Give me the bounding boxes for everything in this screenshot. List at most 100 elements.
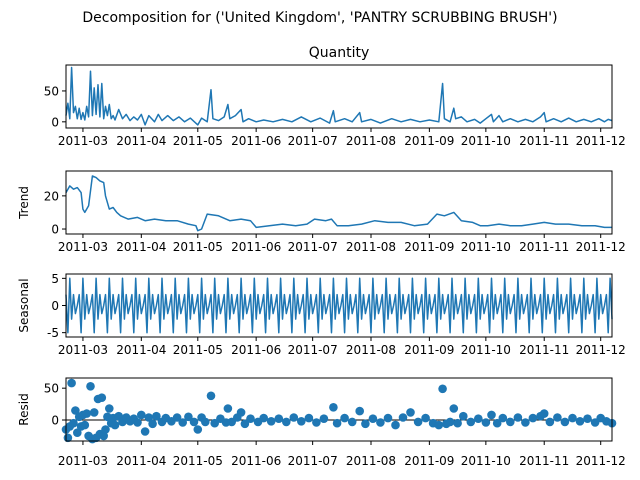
resid-point — [89, 408, 99, 417]
resid-point — [86, 382, 95, 391]
x-ticks-observed: 2011-03 2011-04 2011-05 2011-06 2011-07 2011-… — [58, 128, 626, 148]
resid-point — [413, 417, 423, 427]
x-ticks-resid: 2011-03 2011-04 2011-05 2011-06 2011-07 2011-… — [58, 441, 626, 468]
resid-point — [466, 417, 476, 427]
series-resid — [61, 378, 617, 444]
resid-point — [376, 418, 385, 427]
x-tick-label: 2011-06 — [231, 240, 281, 254]
x-tick-label: 2011-11 — [519, 134, 569, 148]
resid-point — [105, 404, 114, 413]
y-tick-label: 0 — [51, 223, 59, 237]
x-tick-label: 2011-11 — [519, 240, 569, 254]
y-tick-label: 0 — [51, 299, 59, 313]
x-tick-label: 2011-08 — [346, 240, 396, 254]
x-ticks-seasonal: 2011-03 2011-04 2011-05 2011-06 2011-07 2011-… — [58, 337, 626, 357]
resid-point — [140, 427, 150, 436]
resid-point — [152, 411, 161, 421]
resid-point — [110, 420, 120, 430]
x-tick-label: 2011-12 — [576, 454, 626, 468]
resid-point — [137, 410, 146, 420]
resid-point — [583, 414, 592, 424]
resid-point — [347, 417, 357, 427]
resid-point — [361, 419, 370, 429]
panel-trend: Trend 020 2011-03 2011-04 2011-05 2011-06 20… — [17, 170, 626, 254]
resid-point — [178, 418, 187, 427]
x-tick-label: 2011-04 — [116, 134, 166, 148]
axes-frame-trend — [65, 170, 613, 235]
ylabel-trend: Trend — [17, 186, 31, 220]
resid-point — [289, 413, 299, 422]
resid-point — [172, 413, 182, 422]
x-tick-label: 2011-06 — [231, 134, 281, 148]
axes-frame-seasonal — [65, 273, 613, 338]
y-ticks-resid: 0 50 — [44, 382, 66, 428]
resid-point — [406, 408, 415, 417]
axes-frame-resid — [65, 377, 613, 442]
x-tick-label: 2011-09 — [404, 134, 454, 148]
resid-point — [560, 417, 570, 427]
x-tick-label: 2011-04 — [116, 240, 166, 254]
resid-point — [282, 417, 291, 427]
x-tick-label: 2011-11 — [519, 454, 569, 468]
x-tick-label: 2011-03 — [58, 240, 108, 254]
x-tick-label: 2011-10 — [461, 454, 511, 468]
resid-point — [246, 414, 255, 424]
x-tick-label: 2011-05 — [173, 454, 223, 468]
resid-point — [492, 418, 502, 428]
resid-point — [568, 413, 577, 423]
ylabel-text: Trend — [17, 186, 31, 220]
resid-point — [498, 413, 508, 423]
resid-point — [340, 413, 349, 423]
resid-point — [97, 393, 107, 403]
resid-point — [391, 420, 400, 430]
resid-point — [240, 419, 250, 429]
x-tick-label: 2011-08 — [346, 454, 396, 468]
resid-point — [575, 417, 585, 426]
y-tick-label: 5 — [51, 272, 59, 286]
resid-point — [545, 417, 555, 427]
resid-point — [449, 404, 459, 413]
x-tick-label: 2011-12 — [576, 240, 626, 254]
x-tick-label: 2011-05 — [173, 343, 223, 357]
resid-point — [259, 413, 269, 423]
resid-point — [312, 418, 321, 427]
resid-point — [82, 409, 91, 418]
x-tick-label: 2011-06 — [231, 454, 281, 468]
resid-point — [459, 411, 468, 421]
resid-point — [80, 420, 90, 430]
y-tick-label: 50 — [44, 382, 59, 396]
ylabel-text: Resid — [17, 393, 31, 425]
resid-point — [236, 408, 246, 417]
panel-seasonal: Seasonal -505 2011-03 2011-04 2011-05 2011-… — [17, 272, 626, 357]
series-seasonal — [65, 277, 613, 334]
x-tick-label: 2011-03 — [58, 134, 108, 148]
x-tick-label: 2011-08 — [346, 134, 396, 148]
resid-point — [266, 417, 276, 426]
x-tick-label: 2011-09 — [404, 343, 454, 357]
resid-point — [445, 417, 455, 427]
x-tick-label: 2011-11 — [519, 343, 569, 357]
resid-point — [513, 413, 523, 422]
resid-point — [67, 378, 76, 388]
resid-point — [193, 425, 203, 434]
y-ticks-seasonal: -5 0 5 — [47, 272, 66, 340]
ylabel-text: Seasonal — [17, 278, 31, 332]
resid-point — [539, 409, 549, 418]
x-tick-label: 2011-05 — [173, 240, 223, 254]
resid-point — [148, 419, 157, 429]
resid-point — [274, 414, 284, 424]
resid-point — [297, 417, 306, 426]
x-tick-label: 2011-09 — [404, 240, 454, 254]
x-tick-label: 2011-12 — [576, 134, 626, 148]
x-tick-label: 2011-12 — [576, 343, 626, 357]
observed-line — [65, 66, 613, 126]
resid-point — [319, 414, 329, 424]
resid-point — [528, 413, 538, 423]
x-tick-label: 2011-09 — [404, 454, 454, 468]
resid-point — [355, 406, 365, 416]
resid-point — [474, 414, 483, 424]
x-ticks-trend: 2011-03 2011-04 2011-05 2011-06 2011-07 2011-… — [58, 234, 626, 254]
resid-point — [189, 417, 199, 427]
x-tick-label: 2011-10 — [461, 343, 511, 357]
panel-title-quantity: Quantity — [309, 45, 370, 61]
